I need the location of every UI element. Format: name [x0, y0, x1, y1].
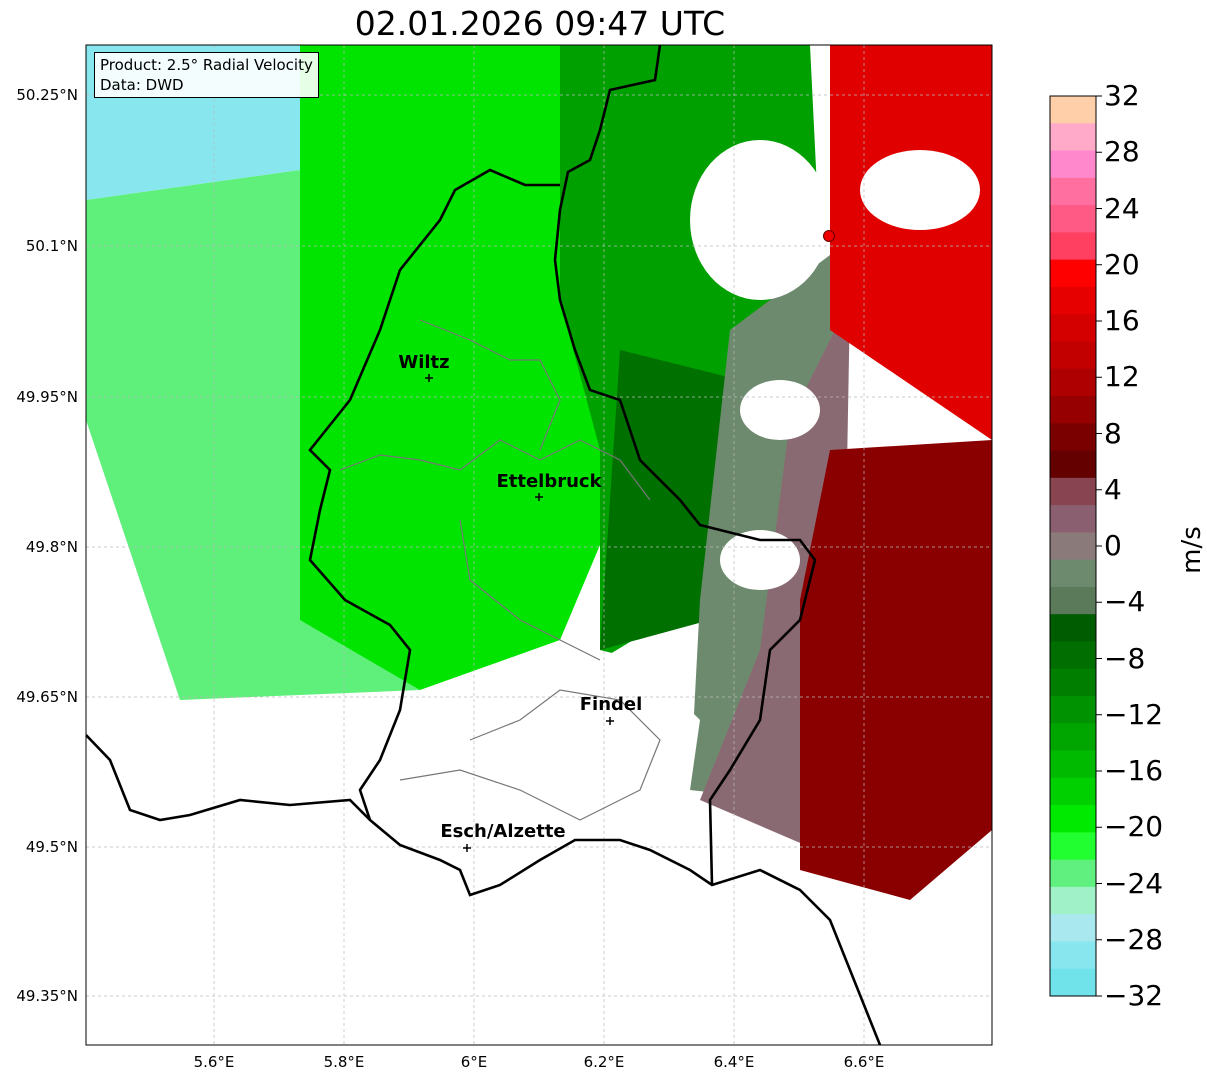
colorbar-swatch [1050, 259, 1096, 288]
colorbar-swatch [1050, 941, 1096, 970]
product-label: Product: 2.5° Radial Velocity [100, 56, 313, 74]
colorbar-swatch [1050, 696, 1096, 724]
colorbar-tick-label: −32 [1104, 979, 1164, 1012]
colorbar-swatch [1050, 450, 1096, 479]
colorbar-swatch [1050, 368, 1096, 397]
colorbar-tick-label: 16 [1104, 304, 1140, 337]
colorbar-swatch [1050, 586, 1096, 615]
city-label-findel: Findel [579, 694, 643, 715]
colorbar-swatch [1050, 777, 1096, 806]
colorbar-swatch [1050, 668, 1096, 697]
colorbar-tick-label: 28 [1104, 135, 1140, 169]
colorbar-swatch [1050, 341, 1096, 370]
colorbar-tick-label: −28 [1104, 922, 1164, 956]
colorbar-swatch [1050, 123, 1096, 152]
colorbar-swatch [1050, 532, 1096, 561]
colorbar-swatch [1050, 477, 1096, 506]
lat-label: 49.95°N [16, 388, 78, 406]
lon-label: 5.6°E [193, 1053, 235, 1071]
radar-site-marker [823, 230, 835, 242]
lat-label: 49.5°N [25, 838, 78, 856]
colorbar-swatch [1050, 914, 1096, 942]
colorbar-swatch [1050, 805, 1096, 833]
data-source-label: Data: DWD [100, 76, 184, 94]
colorbar-swatch [1050, 641, 1096, 670]
colorbar-tick-label: −4 [1104, 585, 1146, 619]
colorbar-swatch [1050, 559, 1096, 588]
colorbar-swatch [1050, 423, 1096, 452]
colorbar [1049, 95, 1102, 997]
colorbar-swatch [1050, 750, 1096, 779]
colorbar-swatch [1050, 886, 1096, 915]
colorbar-swatch [1050, 177, 1096, 206]
colorbar-tick-label: −8 [1104, 641, 1146, 675]
colorbar-unit: m/s [1176, 526, 1207, 574]
lat-label: 50.1°N [25, 237, 78, 255]
city-markers [425, 374, 614, 852]
colorbar-swatch [1050, 314, 1096, 342]
lat-label: 49.35°N [16, 987, 78, 1005]
city-label-esch-alzette: Esch/Alzette [440, 821, 566, 842]
colorbar-tick-label: 12 [1104, 360, 1140, 394]
colorbar-tick-label: 24 [1104, 191, 1140, 225]
colorbar-swatch [1050, 614, 1096, 642]
city-label-wiltz: Wiltz [398, 352, 450, 373]
colorbar-swatch [1050, 968, 1096, 997]
colorbar-swatch [1050, 859, 1096, 888]
velocity-field [86, 45, 992, 900]
lon-label: 6°E [460, 1053, 488, 1071]
colorbar-tick-label: −20 [1104, 810, 1164, 844]
colorbar-swatch [1050, 505, 1096, 533]
colorbar-tick-label: −24 [1104, 866, 1164, 900]
colorbar-swatch [1050, 723, 1096, 752]
colorbar-tick-label: 32 [1104, 79, 1140, 112]
lat-label: 49.65°N [16, 688, 78, 706]
colorbar-tick-label: 8 [1104, 416, 1122, 450]
colorbar-tick-label: −12 [1104, 697, 1164, 731]
colorbar-tick-label: −16 [1104, 754, 1164, 787]
colorbar-swatch [1050, 205, 1096, 233]
map-title: 02.01.2026 09:47 UTC [354, 4, 726, 43]
city-label-ettelbruck: Ettelbruck [496, 471, 602, 492]
colorbar-swatch [1050, 150, 1096, 179]
colorbar-swatch [1050, 832, 1096, 861]
lat-label: 49.8°N [25, 538, 78, 556]
colorbar-tick-label: 4 [1104, 472, 1122, 506]
lon-label: 5.8°E [323, 1053, 365, 1071]
colorbar-swatch [1050, 96, 1096, 124]
country-borders [86, 45, 882, 1045]
canton-borders [339, 319, 661, 821]
lon-label: 6.2°E [583, 1053, 625, 1071]
gridlines [86, 45, 992, 1045]
colorbar-swatch [1050, 396, 1096, 424]
lon-label: 6.4°E [713, 1053, 755, 1071]
colorbar-tick-label: 0 [1104, 529, 1122, 562]
colorbar-swatch [1050, 286, 1096, 315]
info-box: Product: 2.5° Radial Velocity Data: DWD [94, 52, 319, 98]
lon-label: 6.6°E [843, 1053, 885, 1071]
colorbar-tick-label: 20 [1104, 247, 1140, 281]
colorbar-swatch [1050, 232, 1096, 261]
lat-label: 50.25°N [16, 86, 78, 104]
